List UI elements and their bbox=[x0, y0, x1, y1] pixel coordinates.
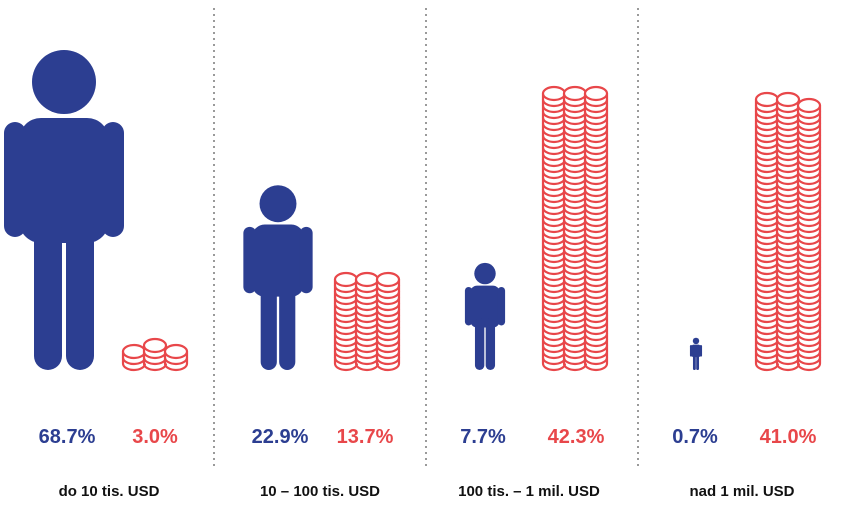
people-pct-label-0: 68.7% bbox=[38, 426, 96, 448]
coin-stack-icon-2 bbox=[541, 85, 609, 372]
category-label-0: do 10 tis. USD bbox=[58, 483, 160, 500]
wealth-pct-label-2: 42.3% bbox=[547, 426, 605, 448]
person-icon-3 bbox=[689, 337, 703, 370]
people-pct-label-3: 0.7% bbox=[672, 426, 718, 448]
coin-stack-icon-1 bbox=[333, 271, 401, 372]
people-pct-label-2: 7.7% bbox=[460, 426, 506, 448]
person-icon-2 bbox=[464, 262, 506, 370]
coin-stack-icon-0 bbox=[121, 337, 189, 372]
person-icon-1 bbox=[243, 185, 313, 370]
person-icon-0 bbox=[4, 50, 124, 370]
wealth-pct-label-1: 13.7% bbox=[336, 426, 394, 448]
category-label-2: 100 tis. – 1 mil. USD bbox=[458, 483, 600, 500]
people-pct-label-1: 22.9% bbox=[251, 426, 309, 448]
wealth-pct-label-3: 41.0% bbox=[759, 426, 817, 448]
category-label-3: nad 1 mil. USD bbox=[689, 483, 795, 500]
wealth-pct-label-0: 3.0% bbox=[132, 426, 178, 448]
coin-stack-icon-3 bbox=[754, 91, 822, 372]
category-label-1: 10 – 100 tis. USD bbox=[259, 483, 381, 500]
